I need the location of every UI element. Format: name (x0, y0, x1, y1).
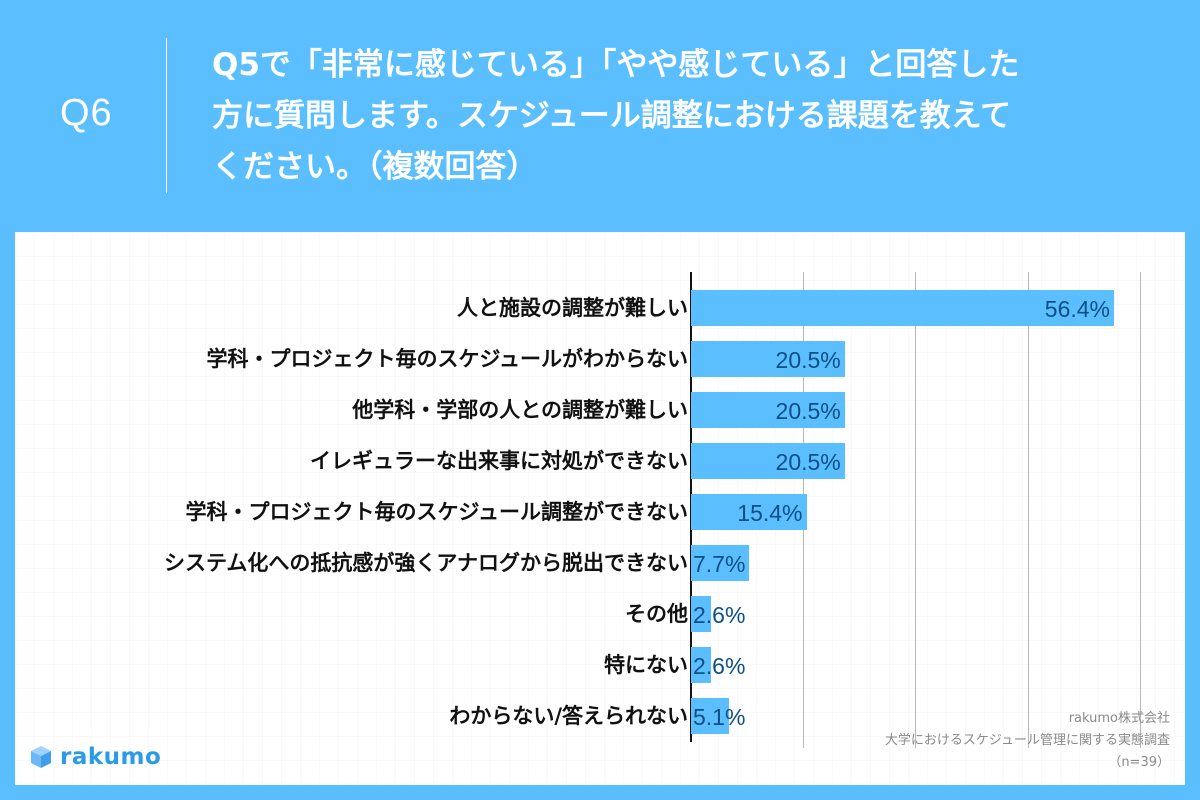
chart-row: 他学科・学部の人との調整が難しい 20.5% (15, 392, 1185, 428)
gridline (1140, 272, 1141, 748)
bar (691, 494, 807, 530)
value-label: 2.6% (693, 653, 746, 679)
value-label: 20.5% (775, 398, 841, 424)
chart-row: 人と施設の調整が難しい 56.4% (15, 290, 1185, 326)
cube-logo-icon (31, 746, 51, 768)
chart-row: 特にない 2.6% (15, 647, 1185, 683)
value-label: 5.1% (693, 704, 746, 730)
chart-row: イレギュラーな出来事に対処ができない 20.5% (15, 443, 1185, 479)
question-text: Q5で「非常に感じている」「やや感じている」と回答した 方に質問します。スケジュ… (212, 40, 1172, 193)
gridline (1027, 272, 1029, 748)
bar (691, 443, 845, 479)
value-label: 56.4% (1044, 296, 1110, 322)
source-company: rakumo株式会社 (1068, 711, 1170, 726)
chart-row: その他 2.6% (15, 596, 1185, 632)
chart-row: 学科・プロジェクト毎のスケジュール調整ができない 15.4% (15, 494, 1185, 530)
category-label: 学科・プロジェクト毎のスケジュールがわからない (206, 347, 688, 371)
question-line: ください。（複数回答） (212, 149, 538, 185)
question-line: Q5で「非常に感じている」「やや感じている」と回答した (212, 47, 1020, 83)
value-label: 7.7% (693, 551, 746, 577)
gridline (915, 272, 916, 748)
header-divider (166, 38, 167, 193)
value-label: 15.4% (737, 500, 803, 526)
category-label: 人と施設の調整が難しい (457, 296, 688, 320)
bar (691, 698, 730, 734)
source-sample-size: （n=39） (1108, 755, 1170, 770)
category-label: 学科・プロジェクト毎のスケジュール調整ができない (185, 500, 688, 524)
category-label: 特にない (604, 653, 688, 677)
bar-chart: 人と施設の調整が難しい 56.4% 学科・プロジェクト毎のスケジュールがわからない 2… (15, 232, 1185, 785)
bar (691, 392, 845, 428)
category-label: わからない/答えられない (449, 704, 688, 728)
category-label: システム化への抵抗感が強くアナログから脱出できない (164, 551, 688, 575)
value-label: 2.6% (693, 602, 746, 628)
bar (691, 647, 711, 683)
value-label: 20.5% (775, 449, 841, 475)
category-label: 他学科・学部の人との調整が難しい (352, 398, 688, 422)
bar (691, 290, 1114, 326)
category-label: その他 (625, 602, 688, 626)
rakumo-logo: rakumo (30, 742, 161, 772)
chart-row: システム化への抵抗感が強くアナログから脱出できない 7.7% (15, 545, 1185, 581)
bar (691, 545, 749, 581)
source-note: rakumo株式会社 大学におけるスケジュール管理に関する実態調査 （n=39） (885, 708, 1170, 774)
chart-row: わからない/答えられない 5.1% (15, 698, 1185, 734)
chart-row: 学科・プロジェクト毎のスケジュールがわからない 20.5% (15, 341, 1185, 377)
source-survey: 大学におけるスケジュール管理に関する実態調査 (884, 733, 1170, 748)
logo-text: rakumo (60, 744, 162, 770)
question-line: 方に質問します。スケジュール調整における課題を教えて (212, 98, 1012, 134)
chart-card: 人と施設の調整が難しい 56.4% 学科・プロジェクト毎のスケジュールがわからない 2… (15, 232, 1185, 785)
bar (691, 341, 845, 377)
question-header: Q6 Q5で「非常に感じている」「やや感じている」と回答した 方に質問します。ス… (0, 0, 1200, 232)
question-number: Q6 (60, 92, 113, 134)
value-label: 20.5% (775, 347, 841, 373)
category-label: イレギュラーな出来事に対処ができない (310, 449, 688, 473)
bar (691, 596, 711, 632)
